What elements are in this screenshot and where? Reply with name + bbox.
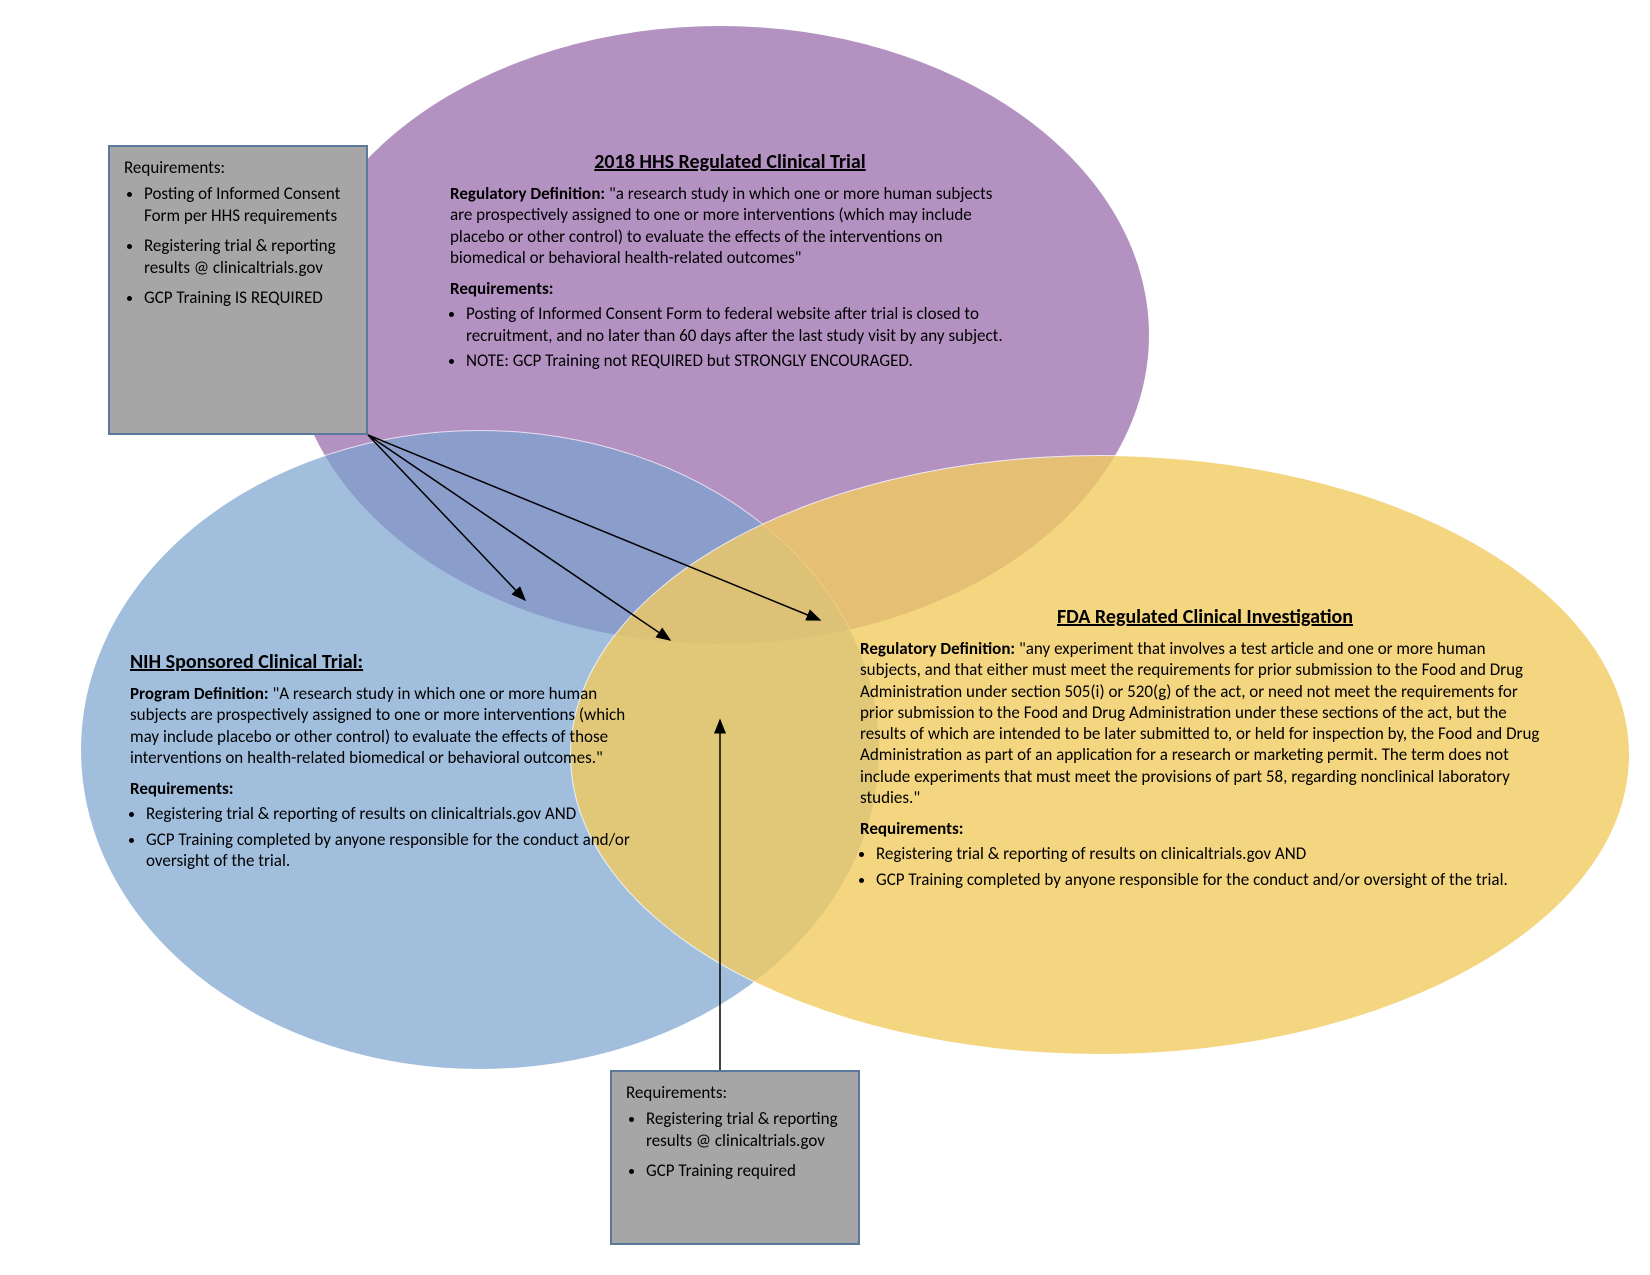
region-right-definition: Regulatory Definition: "any experiment t…	[860, 638, 1550, 808]
region-left-req-list: Registering trial & reporting of results…	[130, 803, 635, 871]
region-left-req-label: Requirements:	[130, 778, 635, 799]
region-left: NIH Sponsored Clinical Trial: Program De…	[130, 650, 635, 875]
callout-top-left-list: Posting of Informed Consent Form per HHS…	[124, 183, 352, 309]
region-left-title: NIH Sponsored Clinical Trial:	[130, 650, 635, 675]
region-right-req-list: Registering trial & reporting of results…	[860, 843, 1550, 890]
region-top-title: 2018 HHS Regulated Clinical Trial	[450, 150, 1010, 175]
region-right-title: FDA Regulated Clinical Investigation	[860, 605, 1550, 630]
callout-top-left-heading: Requirements:	[124, 157, 352, 179]
callout-top-left: Requirements: Posting of Informed Consen…	[108, 145, 368, 435]
region-top: 2018 HHS Regulated Clinical Trial Regula…	[450, 150, 1010, 375]
region-top-req-label: Requirements:	[450, 278, 1010, 299]
region-top-req-list: Posting of Informed Consent Form to fede…	[450, 303, 1010, 371]
region-left-definition: Program Definition: "A research study in…	[130, 683, 635, 768]
callout-bottom: Requirements: Registering trial & report…	[610, 1070, 860, 1245]
callout-bottom-heading: Requirements:	[626, 1082, 844, 1104]
callout-bottom-list: Registering trial & reporting results @ …	[626, 1108, 844, 1182]
region-right: FDA Regulated Clinical Investigation Reg…	[860, 605, 1550, 894]
region-top-definition: Regulatory Definition: "a research study…	[450, 183, 1010, 268]
region-right-req-label: Requirements:	[860, 818, 1550, 839]
